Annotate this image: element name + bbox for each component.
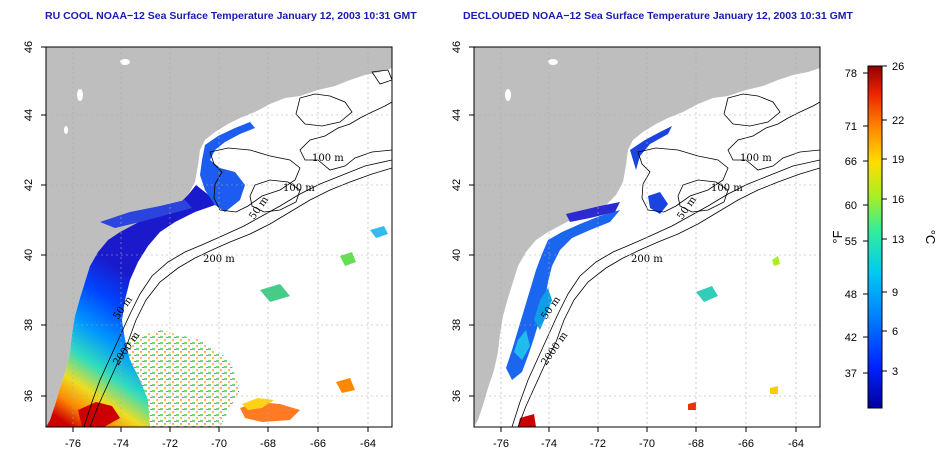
left-lat-tick-label: 40 (23, 249, 35, 261)
colorbar-f-tick: 60 (845, 200, 857, 212)
right-sst-patch (648, 192, 668, 214)
left-bathymetry-contours (83, 69, 392, 427)
colorbar-f-tick: 66 (845, 156, 857, 168)
left-lon-tick-label: -68 (260, 438, 276, 450)
left-land-nova-scotia (346, 47, 392, 62)
right-lat-tick-label: 40 (451, 249, 463, 261)
right-sst-coastal (506, 210, 620, 380)
colorbar-f-tick: 42 (845, 332, 857, 344)
left-contour-label: 100 m (283, 183, 315, 194)
left-sst-coastal (46, 185, 215, 427)
left-contour-label: 100 m (312, 153, 344, 164)
colorbar-f-unit: °F (830, 230, 845, 243)
left-lon-tick-label: -66 (310, 438, 326, 450)
right-lon-tick-label: -66 (738, 438, 754, 450)
left-lat-tick-label: 36 (23, 390, 35, 402)
left-lon-tick-label: -74 (113, 438, 129, 450)
left-lake (64, 126, 68, 134)
right-lat-tick-label: 46 (451, 41, 463, 53)
right-lat-tick-label: 44 (451, 109, 463, 121)
left-sst-patch (260, 284, 290, 302)
right-sst-sound (566, 202, 620, 222)
left-sst-offshore-speckle (125, 330, 240, 427)
right-contour-label: 200 m (631, 254, 663, 265)
right-lat-tick-label: 38 (451, 319, 463, 331)
left-sst-warm-patch (242, 398, 274, 410)
colorbar-f-tick: 78 (845, 68, 857, 80)
right-sst-patch (514, 330, 530, 360)
left-lon-tick-label: -70 (211, 438, 227, 450)
colorbar-c-tick: 26 (892, 61, 904, 73)
colorbar-f-tick: 55 (845, 236, 857, 248)
right-sst-hot-spot (518, 414, 536, 427)
colorbar-f-tick: 37 (845, 368, 857, 380)
left-lake (77, 89, 83, 101)
left-sst-sound (100, 200, 192, 228)
right-bathymetry-contours (511, 93, 820, 427)
left-sst-hot-spot (78, 402, 120, 427)
right-map-panel: 100 m 100 m 50 m 200 m 50 m 2000 m -76 -… (451, 41, 821, 450)
right-lon-tick-label: -72 (590, 438, 606, 450)
left-lat-tick-label: 42 (23, 179, 35, 191)
right-lake (548, 59, 558, 65)
colorbar-ticks (863, 65, 887, 374)
right-land (474, 47, 820, 427)
right-lake (505, 89, 511, 101)
left-lat-tick-label: 44 (23, 109, 35, 121)
right-land-nova-scotia (774, 47, 820, 62)
colorbar-c-unit: °C (923, 230, 938, 245)
left-lake (120, 59, 130, 65)
right-graticule (474, 47, 820, 427)
right-lon-tick-label: -70 (639, 438, 655, 450)
colorbar-f-tick: 71 (845, 121, 857, 133)
colorbar-ramp (867, 65, 883, 409)
left-map-panel: 100 m 100 m 50 m 200 m 50 m 2000 m -76 -… (23, 41, 393, 450)
right-sst-patch (534, 288, 552, 330)
left-lon-tick-label: -76 (65, 438, 81, 450)
right-sst-patch (772, 256, 780, 266)
left-sst-warm-patch (336, 378, 355, 393)
left-graticule (46, 47, 392, 427)
colorbar-c-tick: 13 (892, 234, 904, 246)
right-contour-label: 100 m (740, 153, 772, 164)
left-sst-gulf-maine (200, 122, 255, 212)
left-lat-tick-label: 46 (23, 41, 35, 53)
right-sst-patch (696, 286, 718, 302)
right-lon-tick-label: -76 (493, 438, 509, 450)
right-sst-warm-spot (770, 386, 778, 394)
right-lat-tick-label: 42 (451, 179, 463, 191)
colorbar-c-tick: 22 (892, 115, 904, 127)
left-panel-title: RU COOL NOAA−12 Sea Surface Temperature … (45, 10, 417, 22)
right-panel-title: DECLOUDED NOAA−12 Sea Surface Temperatur… (463, 10, 853, 22)
right-sst-gulf-maine (630, 126, 672, 170)
colorbar: 78 71 66 60 55 48 42 37 26 22 19 16 13 9… (830, 61, 938, 409)
colorbar-f-tick: 48 (845, 289, 857, 301)
colorbar-c-tick: 16 (892, 194, 904, 206)
right-lat-tick-label: 36 (451, 390, 463, 402)
right-lon-tick-label: -74 (541, 438, 557, 450)
colorbar-c-tick: 19 (892, 154, 904, 166)
colorbar-c-tick: 3 (892, 366, 898, 378)
left-axis-ticks (41, 46, 369, 432)
left-lon-tick-label: -64 (360, 438, 376, 450)
colorbar-c-tick: 6 (892, 326, 898, 338)
left-sst-patch (370, 226, 388, 238)
left-sst-patch (340, 252, 356, 266)
left-contour-label: 200 m (203, 254, 235, 265)
colorbar-c-tick: 9 (892, 287, 898, 299)
left-lon-tick-label: -72 (162, 438, 178, 450)
right-lon-tick-label: -68 (688, 438, 704, 450)
right-lon-tick-label: -64 (788, 438, 804, 450)
right-contour-label: 100 m (711, 183, 743, 194)
right-sst-warm-spot (688, 402, 696, 410)
left-land (46, 47, 392, 427)
right-axis-ticks (469, 46, 797, 432)
left-lat-tick-label: 38 (23, 319, 35, 331)
